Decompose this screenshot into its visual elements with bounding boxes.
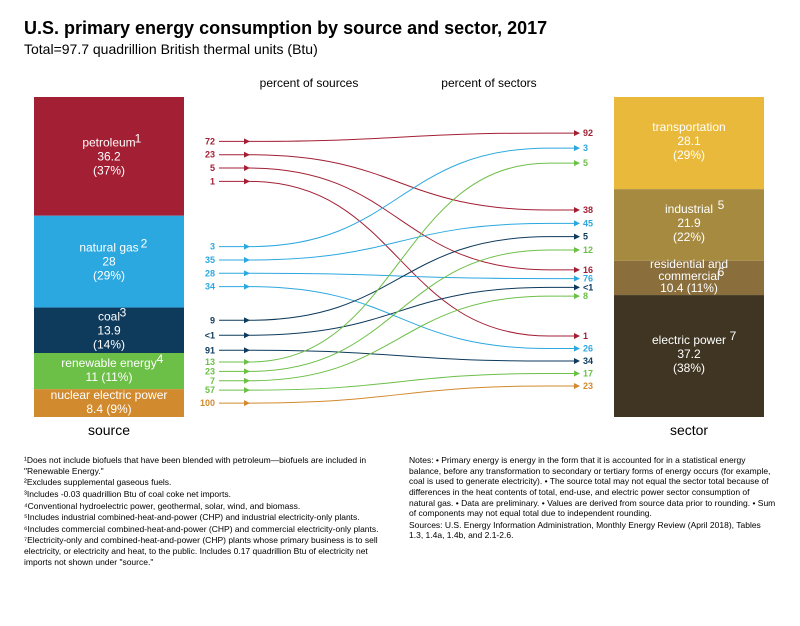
footnote: ³Includes -0.03 quadrillion Btu of coal … [24, 489, 391, 500]
svg-text:1: 1 [135, 131, 142, 145]
flow-src-pct: 28 [205, 268, 215, 278]
flow-line [249, 148, 549, 247]
sector-label-elec: electric power [652, 333, 726, 347]
sector-value-transport: 28.1 [677, 134, 701, 148]
sankey-chart: percent of sources percent of sectors petr… [24, 67, 776, 447]
source-pct-gas: (29%) [93, 269, 125, 283]
axis-label-source: source [88, 422, 130, 438]
flow-line [249, 273, 549, 278]
flow-src-pct: 34 [205, 282, 215, 292]
flow-src-pct: 1 [210, 176, 215, 186]
sector-value-industrial: 21.9 [677, 216, 701, 230]
flow-sec-pct: 8 [583, 291, 588, 301]
flow-line [249, 296, 549, 381]
flow-line [249, 250, 549, 371]
svg-text:3: 3 [120, 305, 127, 319]
flow-src-pct: <1 [205, 330, 215, 340]
flow-sec-pct: 12 [583, 245, 593, 255]
svg-text:6: 6 [718, 265, 725, 279]
sector-pct-elec: (38%) [673, 361, 705, 375]
flow-line [249, 350, 549, 361]
flow-src-pct: 23 [205, 150, 215, 160]
flow-sec-pct: 23 [583, 381, 593, 391]
source-label-nuclear: nuclear electric power [51, 388, 168, 402]
flow-src-pct: 72 [205, 136, 215, 146]
svg-text:5: 5 [718, 198, 725, 212]
sector-value-rescom: 10.4 (11%) [660, 281, 718, 295]
flow-line [249, 155, 549, 210]
source-label-gas: natural gas [79, 241, 138, 255]
footnote: ⁴Conventional hydroelectric power, geoth… [24, 501, 391, 512]
chart-svg: percent of sources percent of sectors petr… [24, 67, 776, 447]
sector-label-transport: transportation [652, 120, 725, 134]
footnotes-right: Notes: • Primary energy is energy in the… [409, 455, 776, 568]
footnotes: ¹Does not include biofuels that have bee… [24, 455, 776, 568]
footnote: ⁷Electricity-only and combined-heat-and-… [24, 535, 391, 567]
flow-sec-pct: 1 [583, 331, 588, 341]
flow-src-pct: 5 [210, 163, 215, 173]
flow-line [249, 133, 549, 141]
source-label-coal: coal [98, 309, 120, 323]
flow-src-pct: 35 [205, 255, 215, 265]
axis-label-sector: sector [670, 422, 708, 438]
page-title: U.S. primary energy consumption by sourc… [24, 18, 776, 39]
svg-text:7: 7 [730, 329, 737, 343]
footnote: ¹Does not include biofuels that have bee… [24, 455, 391, 476]
flow-src-pct: 57 [205, 385, 215, 395]
sector-pct-transport: (29%) [673, 148, 705, 162]
source-pct-petroleum: (37%) [93, 163, 125, 177]
source-pct-coal: (14%) [93, 337, 125, 351]
flow-src-pct: 91 [205, 345, 215, 355]
flow-line [249, 163, 549, 362]
flow-sec-pct: 3 [583, 143, 588, 153]
flow-src-pct: 100 [200, 398, 215, 408]
sector-label-industrial: industrial [665, 202, 713, 216]
page-subtitle: Total=97.7 quadrillion British thermal u… [24, 41, 776, 57]
flow-sec-pct: 5 [583, 232, 588, 242]
flow-src-pct: 9 [210, 315, 215, 325]
source-value-petroleum: 36.2 [97, 149, 121, 163]
flow-sec-pct: 26 [583, 344, 593, 354]
flow-line [249, 374, 549, 391]
flow-sec-pct: 5 [583, 158, 588, 168]
source-value-coal: 13.9 [97, 323, 121, 337]
source-value-nuclear: 8.4 (9%) [86, 402, 131, 416]
flow-sec-pct: 38 [583, 205, 593, 215]
footnote: ²Excludes supplemental gaseous fuels. [24, 477, 391, 488]
footnote: ⁵Includes industrial combined-heat-and-p… [24, 512, 391, 523]
svg-text:2: 2 [141, 237, 148, 251]
flow-line [249, 386, 549, 403]
source-value-gas: 28 [102, 255, 116, 269]
svg-text:4: 4 [157, 352, 164, 366]
footnote: Notes: • Primary energy is energy in the… [409, 455, 776, 519]
flow-sec-pct: 45 [583, 218, 593, 228]
flow-sec-pct: 92 [583, 128, 593, 138]
footnote: Sources: U.S. Energy Information Adminis… [409, 520, 776, 541]
flow-sec-pct: 34 [583, 356, 593, 366]
header-right: percent of sectors [441, 76, 536, 90]
sector-value-elec: 37.2 [677, 347, 701, 361]
footnotes-left: ¹Does not include biofuels that have bee… [24, 455, 391, 568]
source-label-renew: renewable energy [61, 356, 156, 370]
flow-sec-pct: 17 [583, 369, 593, 379]
flow-src-pct: 3 [210, 242, 215, 252]
header-left: percent of sources [260, 76, 359, 90]
footnote: ⁶Includes commercial combined-heat-and-p… [24, 524, 391, 535]
sector-pct-industrial: (22%) [673, 230, 705, 244]
source-value-renew: 11 (11%) [86, 370, 133, 384]
source-label-petroleum: petroleum [82, 135, 135, 149]
